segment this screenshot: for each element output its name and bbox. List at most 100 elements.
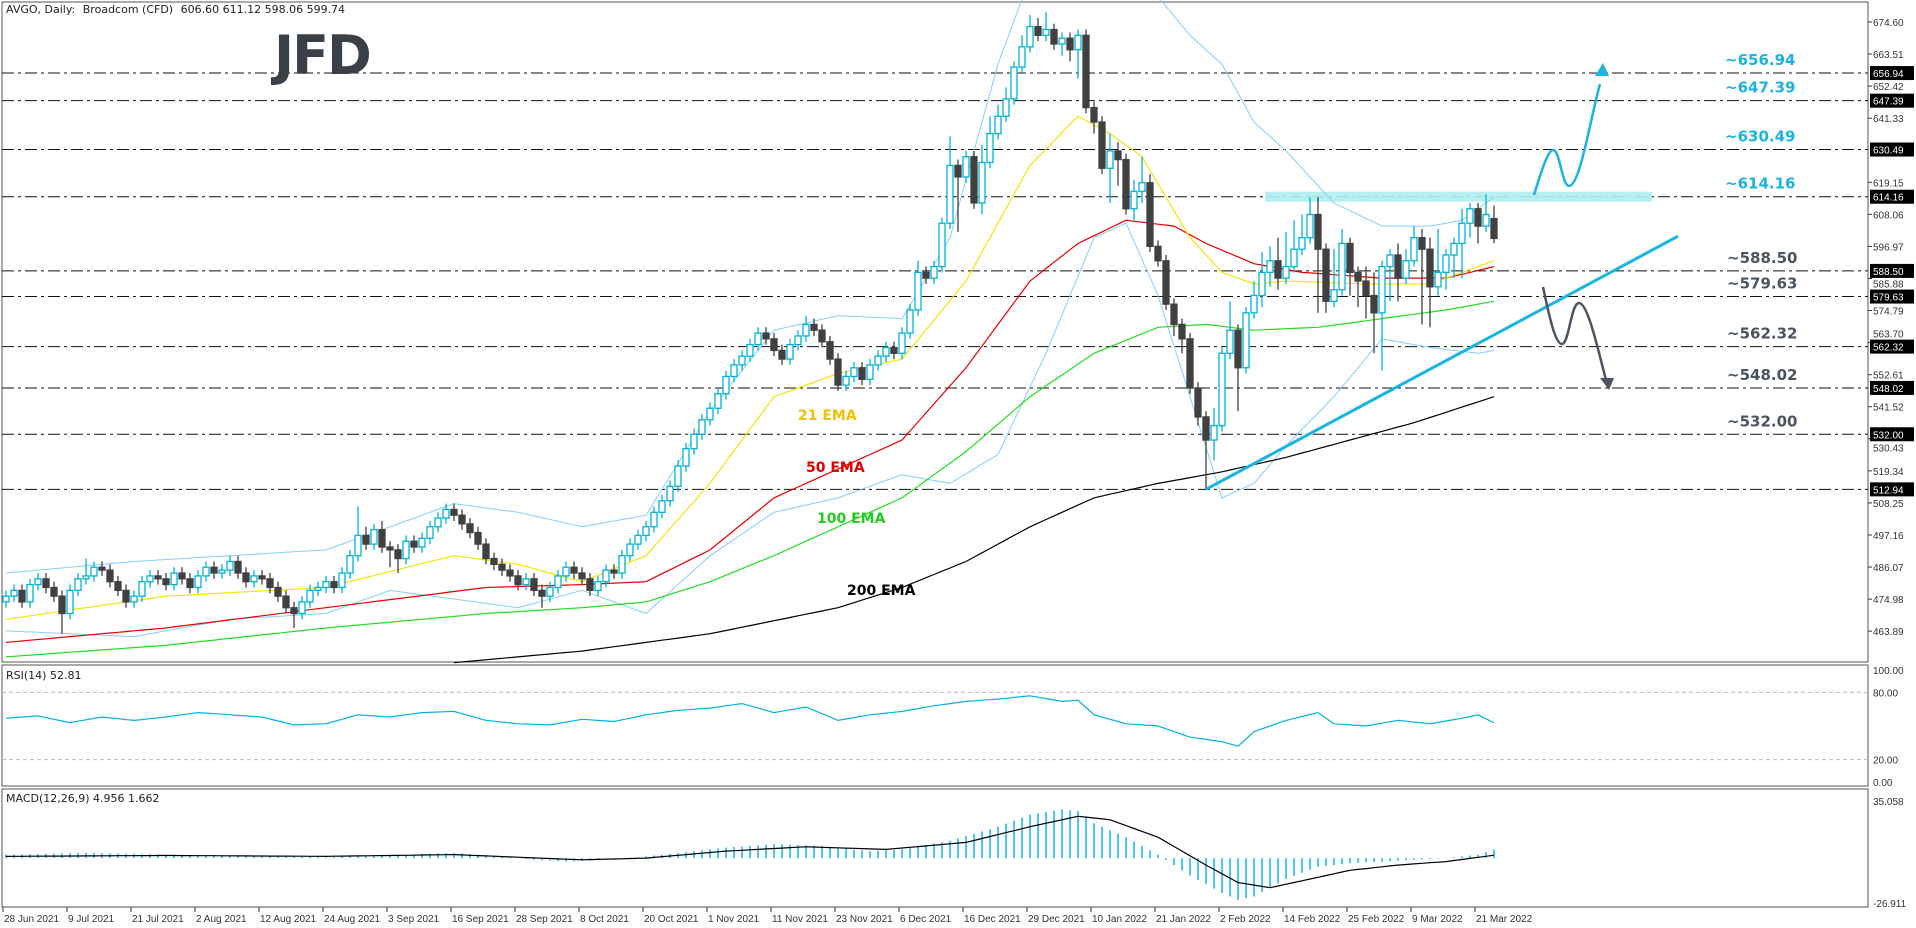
price-tag xyxy=(1870,66,1914,81)
candle-bullish xyxy=(554,575,562,589)
candle-bearish xyxy=(1114,150,1122,161)
price-tag-label: 630.49 xyxy=(1873,146,1904,157)
candle-bearish xyxy=(98,566,106,571)
axis-tick-label: 519.34 xyxy=(1873,467,1904,478)
candle-bullish xyxy=(1042,28,1050,36)
candle-bearish xyxy=(458,514,466,525)
candle-bullish xyxy=(170,572,178,586)
resistance-zone xyxy=(1265,191,1652,202)
candle-bullish xyxy=(786,343,794,360)
candle-bullish xyxy=(1010,66,1018,100)
candle-bearish xyxy=(290,607,298,615)
rsi-axis-label: 80.00 xyxy=(1873,688,1898,699)
candle-bearish xyxy=(1314,213,1322,250)
axis-tick-label: 486.07 xyxy=(1873,563,1904,574)
candles xyxy=(2,12,1498,634)
candle-bullish xyxy=(842,375,850,386)
candle-bullish xyxy=(674,465,682,487)
price-tag xyxy=(1870,93,1914,108)
candle-bullish xyxy=(602,569,610,583)
candle-bearish xyxy=(394,549,402,560)
axis-tick-label: 463.89 xyxy=(1873,627,1904,638)
candle-bearish xyxy=(474,531,482,545)
date-tick-label: 8 Oct 2021 xyxy=(580,914,629,925)
candle-bearish xyxy=(834,358,842,386)
axis-tick-label: 552.61 xyxy=(1873,371,1904,382)
candle-bullish xyxy=(138,581,146,597)
price-tag-label: 532.00 xyxy=(1873,430,1904,441)
instrument-name: Broadcom (CFD) xyxy=(83,3,173,16)
candle-bullish xyxy=(562,566,570,577)
candle-bearish xyxy=(514,575,522,586)
axis-tick-label: 619.15 xyxy=(1873,178,1904,189)
candle-bearish xyxy=(154,575,162,580)
candle-bearish xyxy=(1066,37,1074,51)
candle-bearish xyxy=(1202,416,1210,441)
axis-tick-label: 585.88 xyxy=(1873,280,1904,291)
candle-bullish xyxy=(34,578,42,586)
candle-bullish xyxy=(978,161,986,204)
date-tick-label: 9 Mar 2022 xyxy=(1412,914,1463,925)
candle-bullish xyxy=(626,543,634,557)
date-tick-label: 2 Aug 2021 xyxy=(196,914,247,925)
date-tick-label: 20 Oct 2021 xyxy=(644,914,699,925)
candle-bullish xyxy=(1298,237,1306,250)
candle-bullish xyxy=(634,534,642,545)
rsi-indicator: 100.00 80.00 20.00 0.00 xyxy=(2,666,1904,789)
bullish-scenario-arrow xyxy=(1532,83,1602,196)
axis-tick-label: 563.70 xyxy=(1873,330,1904,341)
bollinger-lower xyxy=(5,222,1495,638)
candle-bullish xyxy=(666,485,674,502)
axis-tick-label: 508.25 xyxy=(1873,499,1904,510)
level-annotation: ~630.49 xyxy=(1725,128,1795,146)
candle-bullish xyxy=(794,335,802,346)
candle-bearish xyxy=(1234,329,1242,369)
candle-bearish xyxy=(122,589,130,603)
candle-bullish xyxy=(1434,271,1442,288)
price-axis: 674.60 663.51 652.42 641.33 619.15 608.06 596.… xyxy=(1868,18,1914,638)
candle-bullish xyxy=(1410,237,1418,262)
candle-bullish xyxy=(226,560,234,571)
candle-bullish xyxy=(986,132,994,164)
axis-tick-label: 674.60 xyxy=(1873,18,1904,29)
candle-bearish xyxy=(106,569,114,583)
candle-bearish xyxy=(266,578,274,589)
candle-bearish xyxy=(258,575,266,580)
date-tick-label: 12 Aug 2021 xyxy=(260,914,317,925)
candle-bullish xyxy=(66,589,74,615)
candle-bearish xyxy=(826,341,834,360)
symbol-timeframe: AVGO, Daily: xyxy=(6,3,75,16)
date-tick-label: 2 Feb 2022 xyxy=(1220,914,1271,925)
candle-bearish xyxy=(1194,387,1202,418)
price-tag-label: 579.63 xyxy=(1873,293,1904,304)
macd-axis-label: -26.911 xyxy=(1873,899,1907,910)
candle-bullish xyxy=(882,346,890,357)
axis-tick-label: 574.79 xyxy=(1873,307,1904,318)
candle-bullish xyxy=(1386,254,1394,268)
price-tag xyxy=(1870,339,1914,354)
candle-bullish xyxy=(522,578,530,586)
candle-bullish xyxy=(642,526,650,537)
level-annotation: ~532.00 xyxy=(1727,412,1797,430)
candle-bearish xyxy=(970,156,978,204)
candle-bullish xyxy=(1466,208,1474,224)
axis-tick-label: 541.52 xyxy=(1873,403,1904,414)
ascending-trendline xyxy=(1205,234,1679,491)
candle-bearish xyxy=(1154,245,1162,262)
date-tick-label: 1 Nov 2021 xyxy=(708,914,760,925)
axis-tick-label: 652.42 xyxy=(1873,82,1904,93)
candle-bullish xyxy=(722,375,730,395)
date-tick-label: 6 Dec 2021 xyxy=(900,914,952,925)
candle-bearish xyxy=(506,569,514,577)
price-tag-label: 562.32 xyxy=(1873,343,1904,354)
candle-bullish xyxy=(1138,182,1146,193)
level-annotation: ~562.32 xyxy=(1727,325,1797,343)
candle-bullish xyxy=(650,511,658,528)
date-tick-label: 11 Nov 2021 xyxy=(772,914,828,925)
trendline[interactable] xyxy=(1205,234,1679,491)
resistance-zone-band xyxy=(1265,191,1652,202)
candle-bullish xyxy=(874,355,882,366)
macd-indicator: 35.058 -26.911 xyxy=(5,797,1907,910)
date-axis: 28 Jun 2021 9 Jul 2021 21 Jul 2021 2 Aug 20… xyxy=(2,907,1533,925)
